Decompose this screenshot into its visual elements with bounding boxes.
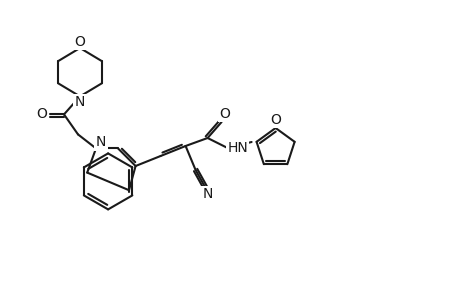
Text: N: N	[75, 95, 85, 110]
Text: N: N	[202, 187, 213, 201]
Text: O: O	[36, 107, 47, 122]
Text: O: O	[74, 35, 85, 49]
Text: O: O	[269, 113, 280, 127]
Text: HN: HN	[227, 141, 247, 155]
Text: N: N	[95, 135, 106, 149]
Text: O: O	[218, 107, 230, 121]
